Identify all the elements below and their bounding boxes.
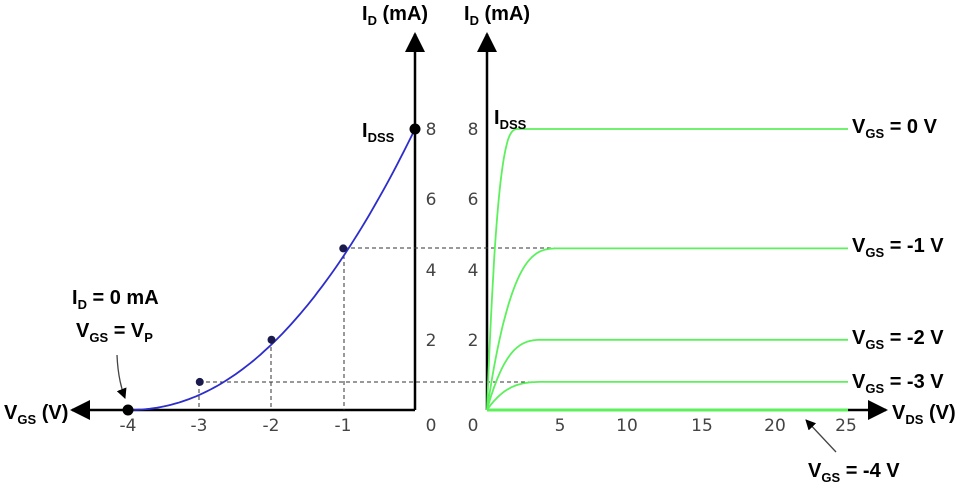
right-id-tick-label: 4 <box>468 261 479 281</box>
right-zero-label: 0 <box>468 416 479 436</box>
label-sub: GS <box>821 470 840 485</box>
transfer-point <box>409 123 421 135</box>
right-id-tick-label: 6 <box>468 190 479 210</box>
label-sub: D <box>368 13 377 28</box>
label-rest: = 0 mA <box>87 287 159 309</box>
label-sub: D <box>78 297 87 312</box>
right-id-axis-label: ID (mA) <box>464 3 530 28</box>
label-rest: = -4 V <box>840 460 900 482</box>
vgs-axis-label: VGS (V) <box>4 402 68 427</box>
label-sub: GS <box>865 337 884 352</box>
vgs-tick-label: -2 <box>263 416 280 436</box>
idss-left-label: IDSS <box>362 120 395 145</box>
right-id-tick-label: 8 <box>468 120 479 140</box>
vds-tick-label: 5 <box>555 416 566 436</box>
drain-curve <box>486 247 848 411</box>
label-rest: = -3 V <box>884 371 944 393</box>
label-rest: (mA) <box>479 3 530 25</box>
drain-curve <box>486 338 848 411</box>
label-main: V <box>852 327 866 349</box>
transfer-point <box>195 377 204 386</box>
right-id-tick-label: 2 <box>468 331 479 351</box>
label-sub: D <box>470 13 479 28</box>
label-main: I <box>464 3 470 25</box>
vds-tick-label: 10 <box>616 416 638 436</box>
label-sub: DSS <box>500 117 527 132</box>
label-rest: (V) <box>923 402 955 424</box>
vgs3-label: VGS = -3 V <box>852 371 944 396</box>
vds-ticks: 5 10 15 20 25 <box>555 416 857 436</box>
label-main: V <box>852 235 866 257</box>
left-id-tick-label: 8 <box>426 120 437 140</box>
label-main: I <box>494 107 500 129</box>
vds-tick-label: 15 <box>691 416 713 436</box>
vgs2-label: VGS = -2 V <box>852 327 944 352</box>
vgs4-pointer-arrow <box>805 419 837 453</box>
label-main: V <box>852 116 866 138</box>
vgs4-label: VGS = -4 V <box>808 460 900 485</box>
transfer-point <box>267 335 276 344</box>
vgs1-label: VGS = -1 V <box>852 235 944 260</box>
label-rest: (mA) <box>377 3 428 25</box>
vgs-tick-label: -3 <box>191 416 208 436</box>
idss-right-label: IDSS <box>494 107 527 132</box>
vds-axis-label: VDS (V) <box>892 402 956 427</box>
left-id-tick-label: 2 <box>426 331 437 351</box>
label-rest: = -1 V <box>884 235 944 257</box>
vp-pointer-arrow <box>116 354 127 399</box>
label-sub: DSS <box>368 130 395 145</box>
label-sub: GS <box>865 126 884 141</box>
left-zero-label: 0 <box>426 416 437 436</box>
vgs-tick-label: -1 <box>335 416 352 436</box>
label-sub: GS <box>865 381 884 396</box>
transfer-point <box>122 404 134 416</box>
left-id-ticks: 2 4 6 8 <box>426 120 437 351</box>
label-main: V <box>808 460 822 482</box>
left-id-axis-label: ID (mA) <box>362 3 428 28</box>
label-sub: P <box>144 330 153 345</box>
vgs0-label: VGS = 0 V <box>852 116 938 141</box>
id-zero-label: ID = 0 mA <box>72 287 159 312</box>
drain-curve <box>486 128 848 411</box>
label-main: V <box>892 402 906 424</box>
vgs-vp-label: VGS = VP <box>76 320 153 345</box>
label-rest: = -2 V <box>884 327 944 349</box>
label-main: I <box>72 287 78 309</box>
label-main: V <box>4 402 18 424</box>
label-rest: (V) <box>36 402 68 424</box>
left-id-tick-label: 4 <box>426 261 437 281</box>
label-mid: = V <box>108 320 145 342</box>
label-sub: GS <box>865 245 884 260</box>
vgs-tick-label: -4 <box>120 416 137 436</box>
label-sub: DS <box>905 412 923 427</box>
right-id-ticks: 2 4 6 8 <box>468 120 479 351</box>
vgs-ticks: -4 -3 -2 -1 <box>120 416 352 436</box>
label-sub: GS <box>17 412 36 427</box>
vds-tick-label: 20 <box>764 416 786 436</box>
transfer-curve <box>128 128 416 411</box>
guide-lines <box>198 128 560 410</box>
drain-curves <box>486 128 848 412</box>
drain-curve <box>486 381 848 411</box>
vds-tick-label: 25 <box>835 416 857 436</box>
label-main: I <box>362 3 368 25</box>
transfer-points <box>122 123 421 416</box>
label-main: V <box>852 371 866 393</box>
left-id-tick-label: 6 <box>426 190 437 210</box>
label-main: V <box>76 320 90 342</box>
label-main: I <box>362 120 368 142</box>
label-rest: = 0 V <box>884 116 937 138</box>
transfer-point <box>339 244 348 253</box>
label-sub: GS <box>89 330 108 345</box>
